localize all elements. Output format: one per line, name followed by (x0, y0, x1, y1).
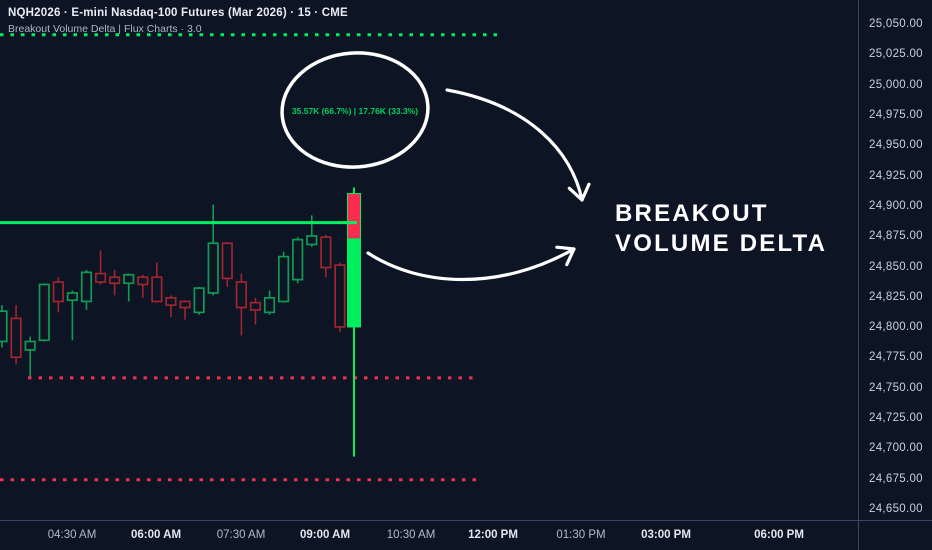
candle-body[interactable] (38, 283, 50, 342)
candle-body[interactable] (123, 273, 135, 285)
candle-body[interactable] (10, 317, 22, 359)
breakout-candle-outline (347, 193, 361, 328)
price-axis-label: 24,675.00 (869, 472, 923, 485)
candle-body[interactable] (80, 271, 93, 303)
axis-corner (858, 520, 932, 550)
time-axis-label: 06:00 AM (130, 529, 182, 541)
breakout-candle-sell-body[interactable] (347, 193, 361, 239)
candle-body[interactable] (137, 276, 149, 286)
candle-body[interactable] (24, 340, 36, 351)
candle-body[interactable] (292, 238, 304, 281)
price-axis-label: 25,000.00 (869, 78, 923, 91)
candle-body[interactable] (94, 272, 107, 283)
breakout-label-line1: BREAKOUT (615, 200, 769, 227)
price-axis-label: 24,800.00 (869, 321, 923, 334)
price-axis-label: 24,875.00 (869, 230, 923, 243)
price-axis-label: 25,025.00 (869, 48, 923, 61)
symbol-title[interactable]: NQH2026 · E-mini Nasdaq-100 Futures (Mar… (8, 7, 348, 19)
candle-body[interactable] (151, 276, 163, 303)
candle-body[interactable] (165, 296, 177, 306)
candle-body[interactable] (249, 301, 262, 311)
price-axis-label: 24,750.00 (869, 381, 923, 394)
time-axis-label: 04:30 AM (47, 529, 97, 541)
time-axis-label: 07:30 AM (216, 529, 266, 541)
volume-delta-bubble-text: 35.57K (66.7%) | 17.76K (33.3%) (292, 106, 418, 116)
candle-body[interactable] (179, 300, 191, 309)
price-axis-label: 24,975.00 (869, 108, 923, 121)
chart-pane[interactable]: 35.57K (66.7%) | 17.76K (33.3%) NQH2026 … (0, 0, 858, 520)
candle-body[interactable] (66, 292, 79, 302)
time-axis-label: 03:00 PM (641, 529, 691, 541)
time-axis[interactable]: 04:30 AM 06:00 AM 07:30 AM 09:00 AM 10:30 AM… (0, 520, 858, 550)
candle-body[interactable] (221, 242, 233, 280)
price-axis-label: 24,700.00 (869, 442, 923, 455)
candle-body[interactable] (52, 281, 64, 303)
price-axis-label: 24,900.00 (869, 199, 923, 212)
breakout-label-line2: VOLUME DELTA (615, 230, 828, 257)
price-axis-label: 24,950.00 (869, 139, 923, 152)
time-axis-label: 09:00 AM (299, 529, 351, 541)
candlestick-chart[interactable]: 35.57K (66.7%) | 17.76K (33.3%) (0, 0, 858, 520)
time-axis-label: 01:30 PM (556, 529, 606, 541)
price-axis-label: 24,725.00 (869, 412, 923, 425)
price-axis-label: 24,850.00 (869, 260, 923, 273)
candle-body[interactable] (278, 255, 290, 303)
time-axis-label: 12:00 PM (468, 529, 518, 541)
candle-body[interactable] (0, 310, 8, 343)
candle-body[interactable] (320, 236, 332, 269)
price-axis-label: 24,775.00 (869, 351, 923, 364)
candle-body[interactable] (306, 235, 318, 246)
time-axis-label: 06:00 PM (754, 529, 804, 541)
annotation-arrow-1[interactable] (445, 88, 591, 202)
price-axis-label: 24,925.00 (869, 169, 923, 182)
price-axis-label: 25,050.00 (869, 18, 923, 30)
indicator-title[interactable]: Breakout Volume Delta | Flux Charts · 3.… (8, 23, 202, 35)
price-axis-label: 24,825.00 (869, 290, 923, 303)
annotation-arrow-2[interactable] (366, 245, 576, 282)
candle-body[interactable] (334, 264, 346, 328)
time-axis-label: 10:30 AM (386, 529, 436, 541)
breakout-candle-buy-body[interactable] (347, 238, 361, 327)
candle-body[interactable] (235, 281, 247, 309)
price-axis[interactable]: 25,050.00 25,025.00 25,000.00 24,975.00 24,9… (858, 0, 932, 520)
candle-body[interactable] (193, 287, 205, 314)
price-axis-label: 24,650.00 (869, 503, 923, 515)
candle-body[interactable] (263, 296, 276, 314)
breakout-volume-delta-label[interactable]: BREAKOUT VOLUME DELTA (615, 199, 827, 259)
chart-legend: NQH2026 · E-mini Nasdaq-100 Futures (Mar… (8, 6, 348, 36)
candle-body[interactable] (207, 242, 219, 294)
candle-body[interactable] (109, 276, 121, 285)
annotation-ellipse[interactable] (278, 48, 432, 172)
